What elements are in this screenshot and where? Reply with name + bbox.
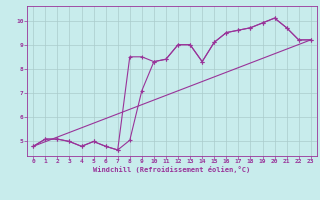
X-axis label: Windchill (Refroidissement éolien,°C): Windchill (Refroidissement éolien,°C)	[93, 166, 251, 173]
